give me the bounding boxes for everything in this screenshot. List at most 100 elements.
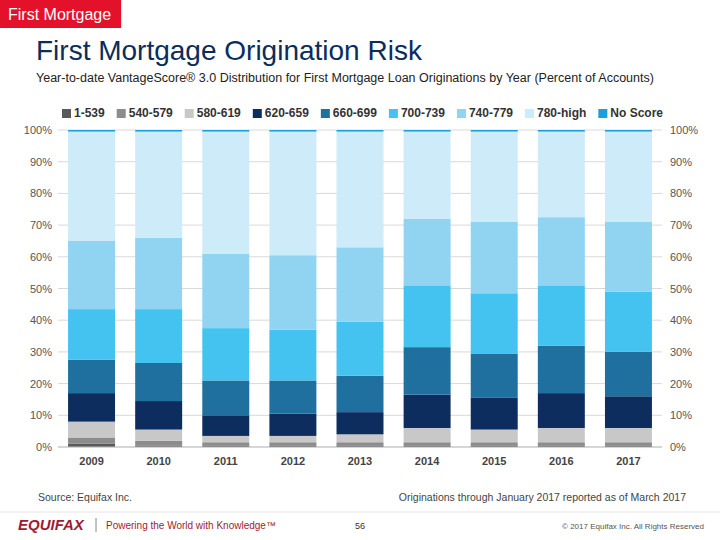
copyright: © 2017 Equifax Inc. All Rights Reserved: [562, 522, 704, 531]
source: Source: Equifax Inc.: [38, 491, 132, 503]
bar-segment: [471, 222, 518, 293]
bar-segment: [68, 132, 115, 241]
bar-segment: [202, 415, 249, 436]
footer-rule: [0, 512, 720, 513]
bar-segment: [605, 442, 652, 445]
legend-label: 540-579: [129, 106, 173, 120]
bar-segment: [605, 222, 652, 292]
bar-segment: [404, 130, 451, 132]
y-tick-label: 10%: [30, 409, 52, 421]
background: [0, 0, 720, 540]
bar-segment: [135, 309, 182, 363]
bar-segment: [471, 293, 518, 353]
y-tick-label: 0%: [36, 441, 52, 453]
legend-label: 620-659: [265, 106, 309, 120]
note: Originations through January 2017 report…: [399, 491, 686, 503]
bar-segment: [135, 430, 182, 441]
bar-segment: [135, 238, 182, 309]
bar-segment: [269, 442, 316, 445]
bar-segment: [471, 132, 518, 222]
page: First Mortgage First Mortgage Origination…: [0, 0, 720, 540]
header-box: [0, 0, 121, 28]
bar-segment: [135, 363, 182, 401]
bar-segment: [337, 132, 384, 248]
bar-segment: [337, 434, 384, 442]
y2-tick-label: 50%: [670, 283, 692, 295]
bar-segment: [538, 428, 585, 442]
title: First Mortgage Origination Risk: [36, 35, 423, 66]
y2-tick-label: 60%: [670, 251, 692, 263]
subtitle-line: Year-to-date VantageScore® 3.0 Distribut…: [36, 71, 654, 85]
bar-segment: [605, 396, 652, 428]
bar-segment: [269, 132, 316, 256]
y2-tick-label: 80%: [670, 187, 692, 199]
x-tick-label: 2014: [415, 455, 440, 467]
legend-label: 780-high: [537, 106, 586, 120]
y-tick-label: 40%: [30, 314, 52, 326]
bar-segment: [135, 130, 182, 132]
bar-segment: [471, 398, 518, 430]
bar-segment: [538, 132, 585, 218]
bar-segment: [404, 442, 451, 445]
legend-label: 740-779: [469, 106, 513, 120]
legend-swatch: [389, 109, 398, 118]
legend-label: 700-739: [401, 106, 445, 120]
x-axis: [58, 447, 662, 448]
bar-segment: [135, 132, 182, 238]
bar-segment: [269, 255, 316, 329]
bar-segment: [68, 393, 115, 422]
bar-segment: [202, 436, 249, 442]
header-group: First Mortgage: [0, 0, 121, 28]
bars: [68, 130, 652, 447]
bar-segment: [135, 441, 182, 446]
bar-segment: [68, 309, 115, 360]
bar-segment: [404, 347, 451, 395]
bar-segment: [202, 380, 249, 415]
bar-segment: [605, 428, 652, 442]
legend-swatch: [321, 109, 330, 118]
bar-segment: [337, 376, 384, 412]
bar-segment: [605, 130, 652, 132]
y2-tick-label: 0%: [670, 441, 686, 453]
legend-swatch: [62, 109, 71, 118]
bar-segment: [605, 292, 652, 352]
y-tick-label: 100%: [24, 124, 52, 136]
x-tick-label: 2017: [616, 455, 640, 467]
y-tick-label: 80%: [30, 187, 52, 199]
bar-segment: [269, 380, 316, 413]
bar-segment: [269, 436, 316, 442]
legend: 1-539540-579580-619620-659660-699700-739…: [62, 106, 663, 120]
legend-swatch: [185, 109, 194, 118]
bar-segment: [269, 330, 316, 381]
bar-segment: [404, 395, 451, 428]
bar-segment: [538, 346, 585, 394]
x-tick-label: 2012: [281, 455, 305, 467]
bar-segment: [202, 130, 249, 132]
page-number: 56: [355, 521, 365, 531]
bar-segment: [471, 442, 518, 445]
bar-segment: [337, 247, 384, 321]
legend-label: 1-539: [74, 106, 105, 120]
bar-segment: [471, 430, 518, 443]
y-tick-label: 60%: [30, 251, 52, 263]
bar-segment: [538, 393, 585, 428]
y-tick-label: 20%: [30, 378, 52, 390]
x-tick-label: 2010: [146, 455, 170, 467]
bar-segment: [404, 219, 451, 286]
bar-segment: [202, 442, 249, 445]
bar-segment: [337, 322, 384, 376]
bar-segment: [337, 130, 384, 132]
bar-segment: [404, 428, 451, 442]
y2-tick-label: 10%: [670, 409, 692, 421]
bar-segment: [135, 401, 182, 430]
y2-tick-label: 30%: [670, 346, 692, 358]
y-tick-label: 90%: [30, 156, 52, 168]
legend-swatch: [253, 109, 262, 118]
bar-segment: [605, 352, 652, 396]
y2-tick-label: 90%: [670, 156, 692, 168]
legend-swatch: [457, 109, 466, 118]
y2-tick-label: 70%: [670, 219, 692, 231]
bar-segment: [269, 414, 316, 436]
bar-segment: [404, 285, 451, 347]
bar-segment: [404, 132, 451, 219]
